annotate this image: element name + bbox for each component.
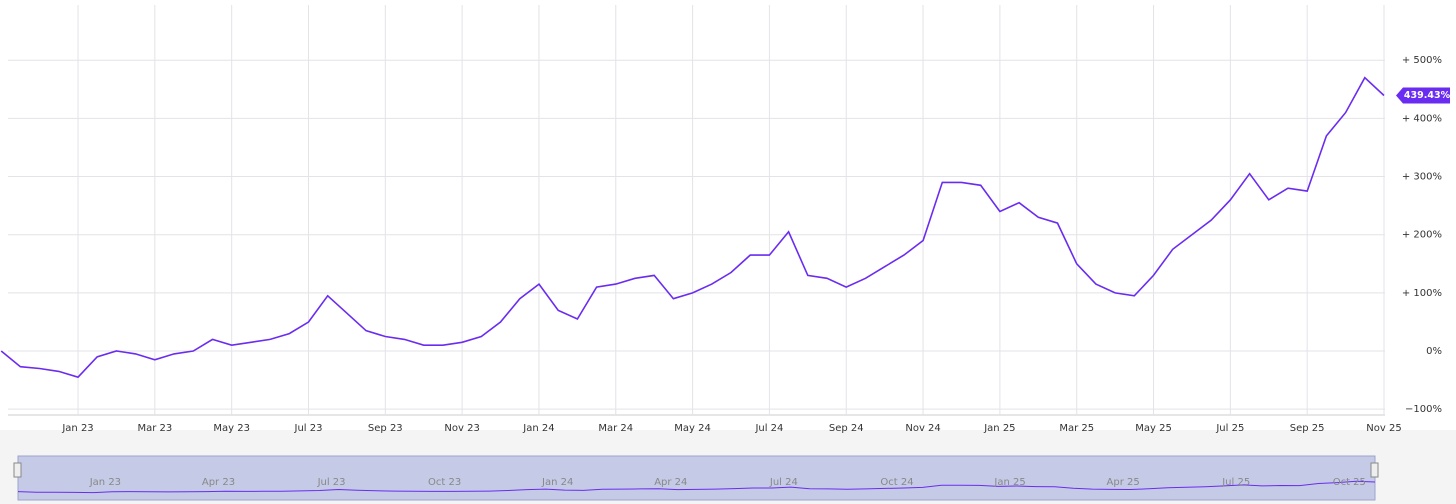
- navigator-label: Apr 23: [202, 477, 235, 488]
- x-tick-label: Jul 24: [754, 423, 783, 434]
- navigator-label: Jan 24: [541, 477, 573, 488]
- x-tick-label: Jan 25: [983, 423, 1015, 434]
- x-tick-label: Jul 23: [294, 423, 323, 434]
- navigator-window[interactable]: [17, 455, 1376, 501]
- x-tick-label: May 23: [213, 423, 250, 434]
- x-tick-label: Sep 23: [368, 423, 403, 434]
- x-tick-label: Nov 25: [1366, 423, 1401, 434]
- navigator-label: Jan 23: [89, 477, 121, 488]
- navigator-label: Jul 25: [1221, 477, 1250, 488]
- x-tick-label: Nov 23: [444, 423, 479, 434]
- navigator-label: Jan 25: [993, 477, 1025, 488]
- y-tick-label: 0%: [1426, 346, 1442, 357]
- value-tag: [1396, 87, 1450, 104]
- navigator-label: Oct 25: [1333, 477, 1366, 488]
- x-tick-label: Mar 24: [598, 423, 633, 434]
- navigator-label: Oct 24: [880, 477, 913, 488]
- value-label: 439.43%: [1404, 90, 1451, 101]
- y-tick-label: + 300%: [1402, 172, 1442, 183]
- x-tick-label: Jan 24: [522, 423, 554, 434]
- x-tick-label: May 25: [1135, 423, 1172, 434]
- y-tick-label: + 500%: [1402, 55, 1442, 66]
- navigator-line: [17, 480, 1376, 494]
- navigator-label: Oct 23: [428, 477, 461, 488]
- navigator-handle[interactable]: [1370, 462, 1379, 478]
- x-tick-label: Jul 25: [1215, 423, 1244, 434]
- x-tick-label: May 24: [674, 423, 711, 434]
- y-tick-label: + 100%: [1402, 288, 1442, 299]
- x-tick-label: Sep 25: [1290, 423, 1325, 434]
- x-tick-label: Mar 25: [1059, 423, 1094, 434]
- line: [0, 76, 1385, 379]
- navigator-label: Apr 24: [654, 477, 687, 488]
- y-tick-label: + 400%: [1402, 113, 1442, 124]
- navigator-label: Apr 25: [1107, 477, 1140, 488]
- y-tick-label: + 200%: [1402, 230, 1442, 241]
- x-tick-label: Jan 23: [61, 423, 93, 434]
- navigator-label: Jul 24: [769, 477, 798, 488]
- x-tick-label: Mar 23: [137, 423, 172, 434]
- x-tick-label: Nov 24: [905, 423, 940, 434]
- navigator-label: Jul 23: [317, 477, 346, 488]
- x-tick-label: Sep 24: [829, 423, 864, 434]
- navigator-handle[interactable]: [13, 462, 22, 478]
- y-tick-label: −100%: [1405, 404, 1442, 415]
